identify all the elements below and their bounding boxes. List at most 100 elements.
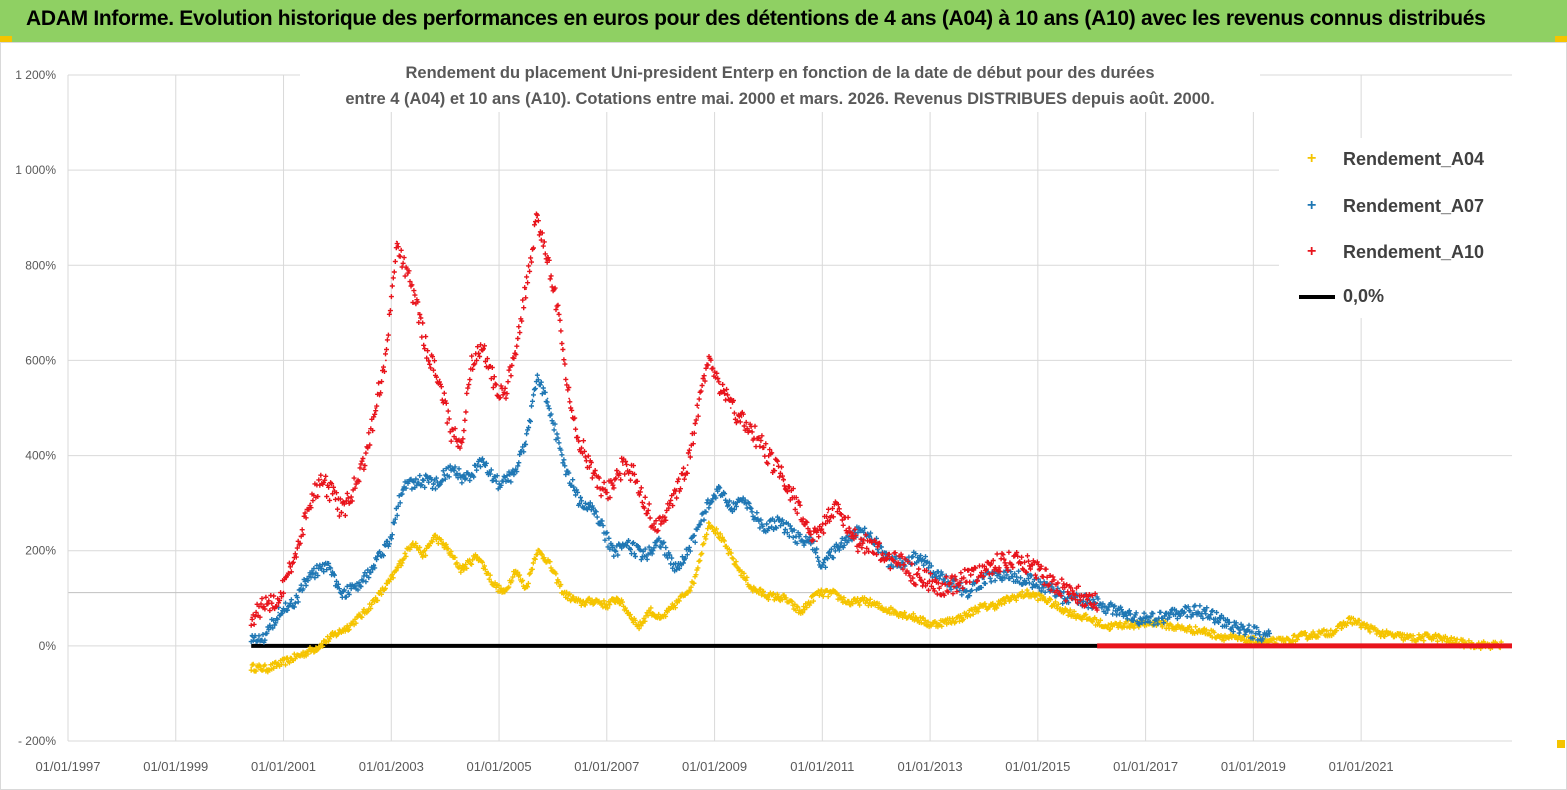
data-point: [298, 535, 301, 538]
y-tick-label: 800%: [25, 258, 56, 272]
data-point: [999, 573, 1002, 576]
y-tick-label: 0%: [39, 639, 57, 653]
legend-label-a10: Rendement_A10: [1343, 242, 1485, 262]
data-point: [1268, 635, 1271, 638]
data-point: [595, 511, 597, 514]
data-point: [1112, 609, 1115, 612]
data-point: [1365, 625, 1368, 628]
data-point: [1047, 587, 1050, 590]
data-point: [832, 592, 835, 595]
data-point: [848, 602, 851, 604]
data-point: [374, 407, 377, 409]
corner-mark-bottom-right: [1557, 740, 1565, 748]
data-point: [363, 611, 366, 614]
data-point: [250, 616, 253, 619]
data-point: [514, 568, 517, 571]
plot-area: [248, 211, 1512, 675]
data-point: [422, 554, 425, 557]
data-point: [379, 592, 382, 595]
data-point: [390, 578, 393, 581]
data-point: [1036, 568, 1039, 571]
data-point: [783, 597, 786, 600]
data-point: [821, 564, 824, 566]
data-point: [1430, 635, 1433, 638]
data-point: [923, 578, 926, 581]
x-tick-label: 01/01/2019: [1221, 759, 1286, 774]
data-point: [417, 311, 420, 314]
data-point: [675, 602, 678, 604]
data-point: [1397, 635, 1400, 638]
data-point: [476, 554, 479, 557]
y-tick-label: - 200%: [18, 734, 56, 748]
x-axis-tick-labels: 01/01/1997 01/01/1999 01/01/2001 01/01/2003…: [35, 759, 1393, 774]
data-point: [1268, 641, 1271, 643]
data-point: [1193, 609, 1196, 612]
legend-marker-a07: +: [1307, 197, 1317, 214]
data-point: [314, 647, 317, 650]
data-point: [708, 359, 711, 362]
x-tick-label: 01/01/2001: [251, 759, 316, 774]
data-point: [864, 599, 867, 602]
data-point: [525, 288, 527, 290]
data-point: [837, 545, 840, 547]
data-point: [605, 604, 608, 607]
data-point: [525, 440, 527, 443]
data-point: [643, 502, 646, 505]
data-point: [869, 535, 872, 538]
data-point: [546, 254, 549, 257]
data-point: [977, 606, 980, 609]
x-tick-label: 01/01/2015: [1005, 759, 1070, 774]
data-point: [266, 667, 269, 670]
data-point: [805, 521, 808, 524]
chart-title-line-1: Rendement du placement Uni-president Ent…: [405, 64, 1155, 82]
data-point: [282, 661, 285, 664]
data-point: [374, 564, 377, 566]
data-point: [363, 464, 366, 466]
data-point: [654, 526, 657, 528]
data-point: [848, 526, 851, 528]
data-point: [1241, 628, 1244, 631]
data-point: [503, 397, 506, 400]
data-point: [535, 216, 538, 219]
data-point: [525, 587, 527, 590]
data-point: [745, 502, 748, 505]
data-point: [767, 595, 770, 597]
data-point: [492, 378, 495, 381]
data-point: [762, 526, 764, 528]
data-point: [665, 511, 667, 514]
data-point: [1004, 559, 1007, 562]
data-point: [471, 359, 474, 362]
series-rendement-a07: [248, 372, 1272, 645]
banner-corner-left: [0, 36, 12, 42]
data-point: [589, 464, 592, 466]
data-point: [632, 473, 635, 476]
data-point: [622, 464, 624, 466]
data-point: [934, 573, 937, 576]
data-point: [433, 535, 436, 538]
data-point: [762, 445, 764, 447]
x-tick-label: 01/01/2007: [574, 759, 639, 774]
x-tick-label: 01/01/2011: [790, 759, 854, 774]
data-point: [578, 502, 581, 505]
data-point: [401, 559, 403, 562]
data-point: [627, 545, 630, 547]
data-point: [961, 616, 964, 619]
data-point: [1333, 630, 1336, 633]
data-point: [428, 359, 430, 362]
data-point: [966, 590, 969, 593]
data-point: [498, 483, 500, 486]
x-tick-label: 01/01/2009: [682, 759, 747, 774]
data-point: [535, 378, 538, 381]
data-point: [600, 487, 603, 490]
data-point: [514, 473, 517, 476]
data-point: [913, 573, 915, 576]
data-point: [972, 573, 975, 576]
data-point: [449, 468, 452, 471]
data-point: [697, 407, 700, 409]
data-point: [616, 597, 619, 600]
data-point: [277, 611, 280, 614]
data-point: [1026, 592, 1028, 595]
x-tick-label: 01/01/2013: [898, 759, 963, 774]
data-point: [816, 540, 818, 543]
data-point: [578, 602, 581, 604]
